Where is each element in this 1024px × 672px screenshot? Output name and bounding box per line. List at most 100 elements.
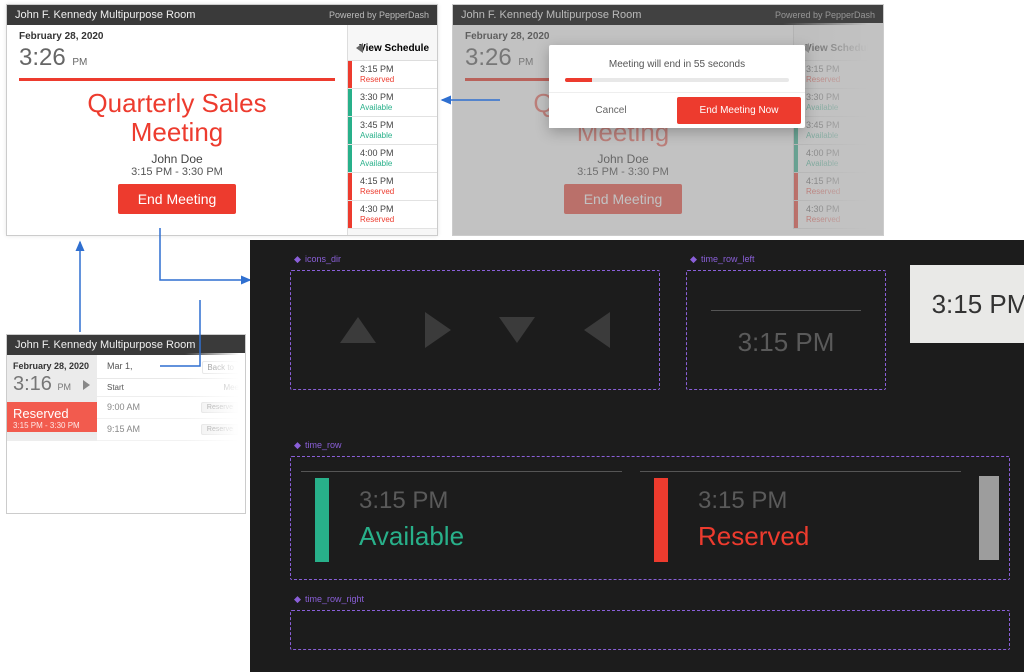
cell-status: Available [359, 521, 464, 552]
component-spec-canvas: icons_dir time_row_left 3:15 PM 3:15 PM … [250, 240, 1024, 672]
schedule-slot[interactable]: 3:15 PM Reserved [348, 61, 437, 89]
slot-status: Available [360, 159, 394, 169]
status-label: Reserved [13, 406, 69, 421]
current-date: February 28, 2020 [465, 31, 781, 42]
room-name: John F. Kennedy Multipurpose Room [15, 339, 195, 351]
time-row-cell[interactable]: 3:15 PM Reserved [640, 471, 961, 567]
status-bar-icon [348, 117, 352, 144]
status-bar-icon [348, 89, 352, 116]
cell-status: Reserved [698, 521, 809, 552]
panel-header: John F. Kennedy Multipurpose Room [7, 335, 245, 355]
modal-message: Meeting will end in 55 seconds [565, 59, 789, 70]
spec-label-icons-dir: icons_dir [294, 254, 341, 264]
current-date: February 28, 2020 [13, 361, 91, 371]
room-name: John F. Kennedy Multipurpose Room [15, 9, 195, 21]
slot-time: 4:30 PM [360, 204, 394, 215]
slot-time: 3:30 PM [360, 92, 394, 103]
triangle-down-icon[interactable] [499, 317, 535, 343]
time-ampm: PM [518, 57, 533, 68]
meeting-main-area: February 28, 2020 3:26 PM Quarterly Sale… [7, 25, 347, 235]
room-name: John F. Kennedy Multipurpose Room [461, 9, 641, 21]
row-time: 9:15 AM [107, 424, 140, 435]
current-time: 3:26 PM [19, 44, 335, 72]
chevron-right-icon[interactable] [83, 380, 90, 390]
status-bar-icon [348, 145, 352, 172]
powered-by: Powered by PepperDash [775, 10, 875, 20]
meeting-time-range: 3:15 PM - 3:30 PM [465, 166, 781, 178]
time-value: 3:26 [465, 44, 512, 71]
time-value: 3:16 [13, 373, 52, 395]
powered-by: Powered by PepperDash [329, 10, 429, 20]
accent-divider [19, 78, 335, 81]
end-meeting-now-button[interactable]: End Meeting Now [677, 97, 801, 124]
slot-status: Available [360, 103, 394, 113]
status-bar-icon [348, 201, 352, 228]
spec-label-time-row: time_row [294, 440, 342, 450]
slot-time: 4:15 PM [360, 176, 394, 187]
meeting-organizer: John Doe [19, 152, 335, 166]
slot-status: Reserved [360, 215, 394, 225]
slot-status: Reserved [360, 75, 394, 85]
slot-time: 3:45 PM [360, 120, 394, 131]
slot-status: Available [360, 131, 394, 141]
meeting-time-range: 3:15 PM - 3:30 PM [19, 166, 335, 178]
schedule-table: Mar 1, Back to Start Mee 9:00 AM Reserve… [97, 355, 245, 441]
end-meeting-button[interactable]: End Meeting [564, 184, 683, 214]
schedule-sidebar: View Schedule 3:15 PM Reserved 3:30 PM A… [347, 25, 437, 235]
slot-status: Reserved [360, 187, 394, 197]
status-bar-icon [348, 173, 352, 200]
view-schedule-button[interactable]: View Schedule [348, 25, 437, 61]
cancel-button[interactable]: Cancel [549, 93, 673, 128]
current-status-badge: Reserved 3:15 PM - 3:30 PM [7, 402, 97, 432]
schedule-row[interactable]: 9:00 AM Reserve [97, 397, 245, 419]
back-button[interactable]: Back to [202, 361, 239, 374]
panel-header: John F. Kennedy Multipurpose Room Powere… [453, 5, 883, 25]
status-range: 3:15 PM - 3:30 PM [13, 421, 91, 430]
time-row-tail [979, 476, 999, 560]
schedule-slot[interactable]: 3:30 PM Available [348, 89, 437, 117]
schedule-left-column: February 28, 2020 3:16 PM Reserved 3:15 … [7, 355, 97, 441]
end-meeting-button[interactable]: End Meeting [118, 184, 237, 214]
reserve-chip[interactable]: Reserve [201, 402, 239, 413]
triangle-right-icon[interactable] [425, 312, 451, 348]
schedule-slot[interactable]: 4:00 PM Available [348, 145, 437, 173]
time-ampm: PM [58, 382, 72, 392]
time-chip: 3:15 PM [910, 265, 1024, 343]
meeting-organizer: John Doe [465, 152, 781, 166]
schedule-list-panel: John F. Kennedy Multipurpose Room Februa… [6, 334, 246, 514]
chevron-left-icon [356, 43, 363, 53]
schedule-slot[interactable]: 4:15 PM Reserved [348, 173, 437, 201]
meeting-title: Quarterly Sales Meeting [19, 89, 335, 146]
meeting-panel-modal: John F. Kennedy Multipurpose Room Powere… [452, 4, 884, 236]
meeting-panel-main: John F. Kennedy Multipurpose Room Powere… [6, 4, 438, 236]
column-meeting: Mee [223, 383, 239, 392]
meeting-title-line1: Quarterly Sales [87, 88, 266, 118]
cell-time: 3:15 PM [359, 487, 464, 515]
time-label: 3:15 PM [738, 327, 835, 358]
next-date: Mar 1, [107, 361, 133, 374]
time-chip-label: 3:15 PM [932, 289, 1024, 320]
current-date: February 28, 2020 [19, 31, 335, 42]
status-bar-icon [315, 478, 329, 562]
triangle-left-icon[interactable] [584, 312, 610, 348]
meeting-title-line2: Meeting [131, 117, 224, 147]
end-meeting-modal: Meeting will end in 55 seconds Cancel En… [549, 45, 805, 128]
time-row-cell[interactable]: 3:15 PM Available [301, 471, 622, 567]
status-bar-icon [654, 478, 668, 562]
schedule-slot[interactable]: 3:45 PM Available [348, 117, 437, 145]
time-row-spec: 3:15 PM Available 3:15 PM Reserved [290, 456, 1010, 580]
row-time: 9:00 AM [107, 402, 140, 413]
status-bar-icon [348, 61, 352, 88]
cell-time: 3:15 PM [698, 487, 809, 515]
spec-label-time-row-left: time_row_left [690, 254, 755, 264]
time-row-left-spec: 3:15 PM [686, 270, 886, 390]
countdown-progress [565, 78, 789, 82]
reserve-chip[interactable]: Reserve [201, 424, 239, 435]
spec-label-time-row-right: time_row_right [294, 594, 364, 604]
schedule-row[interactable]: 9:15 AM Reserve [97, 419, 245, 441]
triangle-up-icon[interactable] [340, 317, 376, 343]
panel-header: John F. Kennedy Multipurpose Room Powere… [7, 5, 437, 25]
time-ampm: PM [72, 57, 87, 68]
schedule-slot[interactable]: 4:30 PM Reserved [348, 201, 437, 229]
time-value: 3:26 [19, 44, 66, 71]
